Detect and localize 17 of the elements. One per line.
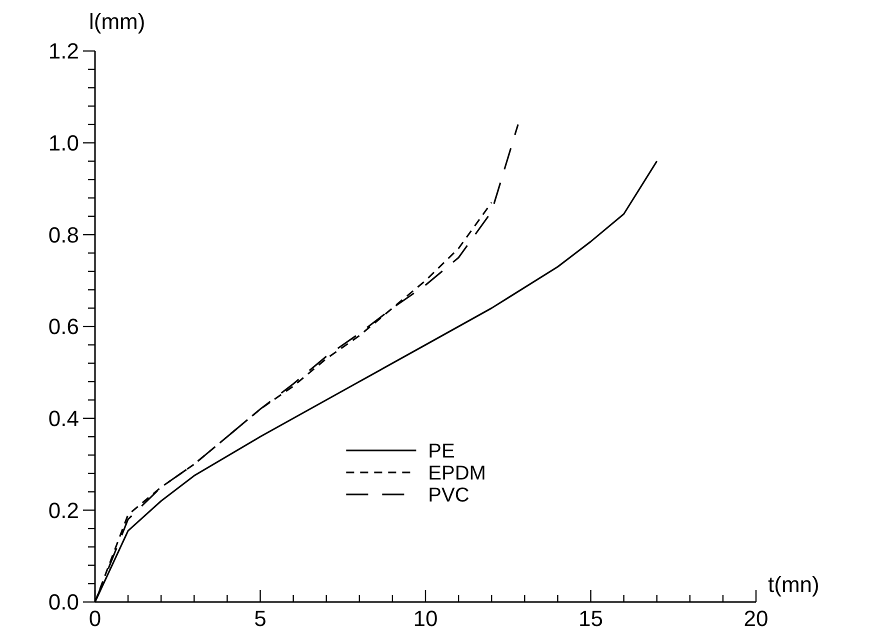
x-axis-title: t(mn): [768, 572, 820, 597]
y-tick-label: 0.2: [48, 498, 79, 523]
y-tick-label: 0.6: [48, 314, 79, 340]
x-tick-label: 5: [254, 606, 266, 631]
y-tick-label: 0.0: [48, 590, 79, 615]
y-tick-label: 1.2: [48, 38, 79, 64]
x-tick-label: 10: [413, 606, 438, 631]
y-tick-label: 0.4: [48, 406, 79, 432]
legend-label: EPDM: [428, 462, 486, 484]
x-tick-label: 20: [744, 606, 768, 631]
y-axis-title: l(mm): [89, 9, 146, 34]
y-tick-label: 0.8: [48, 222, 79, 248]
legend-label: PVC: [428, 484, 470, 506]
x-tick-label: 15: [578, 606, 603, 631]
x-tick-label: 0: [88, 606, 102, 631]
y-tick-label: 1.0: [48, 130, 79, 156]
legend-label: PE: [428, 440, 455, 462]
